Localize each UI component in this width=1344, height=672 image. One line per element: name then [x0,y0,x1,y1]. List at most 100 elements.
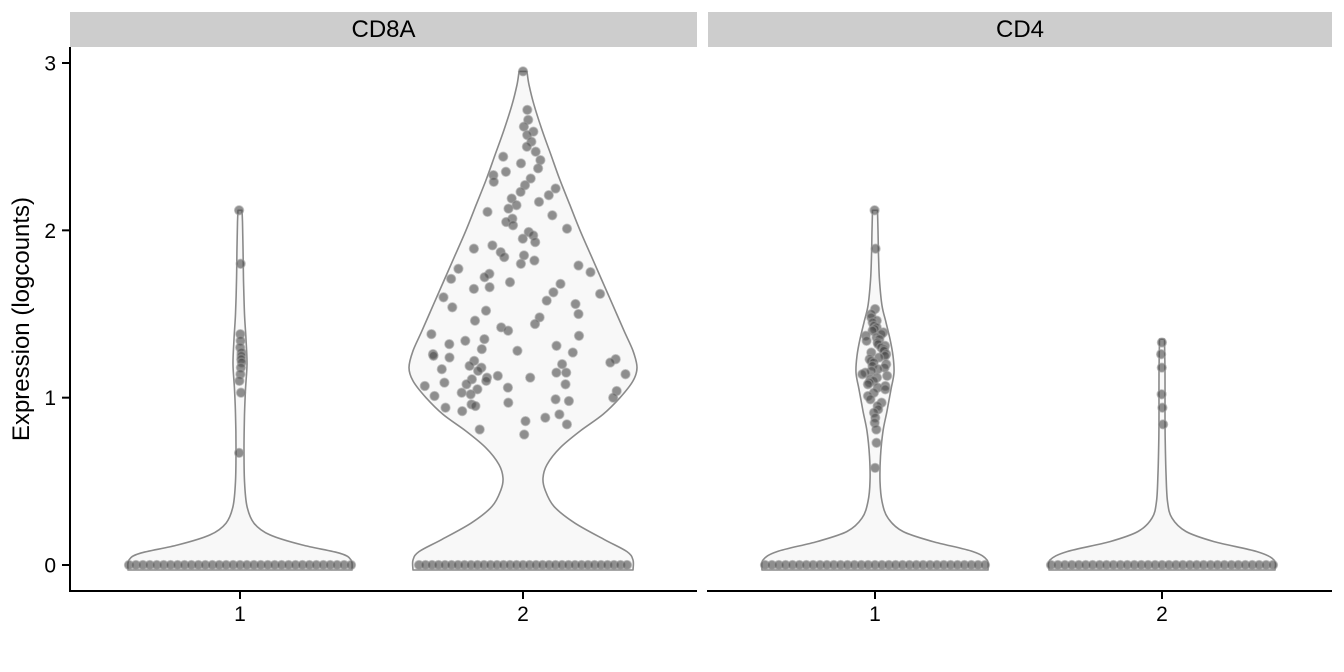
jitter-point [608,392,619,403]
jitter-point [426,328,437,340]
jitter-point [525,173,536,184]
jitter-point [515,186,526,198]
jitter-point [548,287,559,298]
jitter-point [517,66,529,77]
facet-strip-label: CD8A [351,15,416,43]
jitter-point [504,277,516,288]
jitter-point [468,243,480,254]
jitter-point [540,412,551,423]
jitter-point [519,429,530,440]
jitter-point [1156,389,1167,400]
jitter-point [492,370,503,382]
jitter-point [547,210,558,221]
x-tick-label: 1 [234,603,246,626]
jitter-point [521,141,533,152]
jitter-point [1157,419,1169,430]
zero-point [979,559,991,571]
facet-strip-cd4: CD4 [708,12,1332,47]
jitter-point [556,359,568,370]
jitter-point [517,233,528,244]
violin-outline [408,70,638,571]
jitter-point [469,315,481,326]
jitter-point [453,263,464,274]
jitter-point [518,250,530,261]
jitter-point [429,390,440,402]
jitter-point [456,387,467,398]
jitter-point [479,272,490,283]
jitter-point [585,267,596,278]
jitter-point [522,104,533,116]
jitter-point [444,338,455,350]
jitter-point [503,397,514,408]
jitter-point [234,375,245,387]
jitter-point [865,394,876,405]
jitter-point [1157,402,1168,413]
y-tick-label: 2 [44,220,56,243]
facet-strip-cd8a: CD8A [70,12,697,47]
jitter-point [506,193,517,204]
jitter-point [481,375,492,387]
jitter-point [233,447,245,459]
jitter-point [235,258,246,269]
zero-point [345,559,357,571]
jitter-point [543,190,554,201]
jitter-point [541,295,552,306]
jitter-point [465,389,476,400]
jitter-point [1156,362,1167,373]
jitter-point [550,394,561,405]
jitter-point [235,387,247,398]
jitter-point [438,292,449,303]
jitter-point [474,424,485,435]
jitter-point [457,405,468,417]
jitter-point [561,367,572,378]
jitter-point [871,437,882,448]
jitter-point [472,365,484,377]
jitter-point [525,372,536,383]
jitter-point [620,369,631,380]
jitter-point [573,260,584,271]
y-tick-label: 1 [44,387,56,410]
jitter-point [512,345,523,356]
jitter-point [551,340,562,351]
facet-strip-label: CD4 [995,15,1044,43]
jitter-point [567,347,578,358]
jitter-point [233,205,245,216]
jitter-point [869,205,880,216]
jitter-point [1156,337,1168,348]
y-tick-label: 0 [44,555,56,578]
jitter-point [440,402,451,413]
jitter-point [468,283,480,295]
jitter-point [862,379,874,390]
jitter-point [529,318,541,330]
jitter-point [529,255,540,266]
jitter-point [532,163,544,174]
x-tick-label: 2 [1156,603,1168,626]
jitter-point [476,343,487,355]
y-tick-label: 3 [44,53,56,76]
jitter-point [502,325,514,336]
jitter-point [551,367,562,378]
jitter-point [520,415,531,427]
jitter-point [518,121,530,132]
jitter-point [445,273,457,285]
jitter-point [555,278,566,290]
jitter-point [550,183,561,194]
jitter-point [515,158,527,169]
jitter-point [428,350,439,361]
jitter-point [482,206,493,218]
jitter-point [573,308,584,320]
jitter-point [605,357,616,368]
jitter-point [561,419,573,430]
jitter-point [498,151,509,162]
jitter-point [502,382,514,393]
jitter-point [419,380,430,392]
jitter-point [563,395,575,407]
x-tick-label: 1 [869,603,881,626]
jitter-point [479,333,490,345]
jitter-point [500,166,512,177]
jitter-point [881,370,893,382]
jitter-point [594,288,606,300]
jitter-point [447,302,458,313]
